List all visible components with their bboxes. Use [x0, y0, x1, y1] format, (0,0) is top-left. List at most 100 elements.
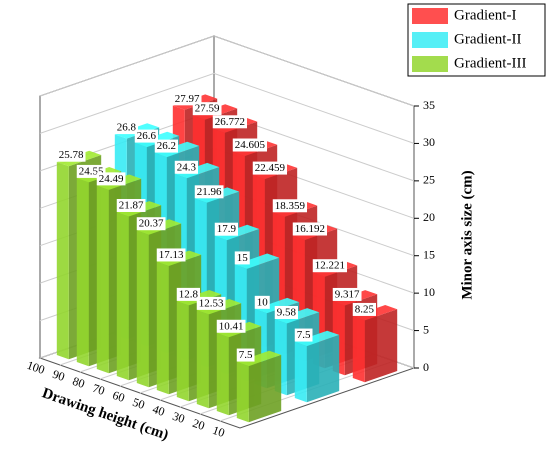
- bar-front: [56, 162, 69, 360]
- value-label-bg: [312, 259, 348, 273]
- y-tick-label: 35: [423, 98, 435, 112]
- value-label: 26.772: [215, 116, 245, 128]
- legend-label: Gradient-III: [454, 55, 526, 71]
- legend-swatch: [412, 56, 448, 72]
- value-label-bg: [56, 148, 86, 162]
- x-tick-label: 30: [171, 409, 187, 426]
- value-label: 9.58: [277, 307, 297, 319]
- value-label: 26.2: [157, 140, 176, 152]
- bar-front: [216, 333, 229, 416]
- x-tick-label: 70: [91, 381, 107, 398]
- value-label: 27.59: [195, 103, 220, 115]
- x-tick-label: 20: [191, 416, 207, 433]
- value-label-bg: [176, 287, 201, 301]
- value-label-bg: [154, 139, 179, 153]
- bar-top: [294, 330, 340, 347]
- value-label: 20.37: [139, 218, 164, 230]
- value-label-bg: [236, 348, 255, 362]
- value-label: 12.221: [315, 260, 345, 272]
- x-tick-label: 10: [211, 423, 227, 440]
- y-tick-label: 5: [423, 322, 429, 336]
- value-label-bg: [196, 296, 226, 310]
- value-label: 25.78: [59, 149, 84, 161]
- value-label-bg: [274, 305, 299, 319]
- x-tick-label: 90: [51, 367, 67, 384]
- bar-side: [364, 309, 398, 383]
- legend-swatch: [412, 32, 448, 48]
- legend-swatch: [412, 8, 448, 24]
- value-label: 7.5: [239, 349, 253, 361]
- legend: Gradient-I Gradient-II Gradient-III: [407, 3, 546, 77]
- bar-front: [96, 185, 109, 374]
- value-label-bg: [114, 121, 139, 135]
- value-label: 7.5: [297, 329, 311, 341]
- bar: [236, 350, 282, 423]
- value-label: 27.97: [175, 93, 200, 105]
- grid-line: [39, 35, 415, 107]
- bar: [294, 330, 340, 403]
- value-label-bg: [252, 161, 288, 175]
- bar-front: [176, 301, 189, 402]
- x-tick-label: 40: [151, 402, 167, 419]
- value-label: 24.3: [177, 161, 197, 173]
- legend-label: Gradient-I: [454, 7, 516, 23]
- x-tick-label: 50: [131, 395, 147, 412]
- value-label: 26.6: [137, 130, 157, 142]
- y-tick-label: 10: [423, 285, 435, 299]
- value-label: 17.13: [159, 249, 184, 261]
- bar-front: [156, 261, 169, 395]
- value-label: 21.96: [197, 186, 222, 198]
- y-tick-label: 15: [423, 247, 435, 261]
- value-label: 21.87: [119, 200, 144, 212]
- value-label-bg: [216, 319, 246, 333]
- value-label-bg: [214, 222, 239, 236]
- bar-side: [248, 354, 282, 423]
- value-label-bg: [254, 295, 270, 309]
- bar-front: [76, 178, 89, 367]
- value-label-bg: [174, 160, 199, 174]
- value-label-bg: [96, 172, 126, 186]
- grid-line: [39, 72, 415, 144]
- value-label-bg: [234, 251, 250, 265]
- x-tick-label: 80: [71, 374, 87, 391]
- bar-front: [352, 316, 365, 383]
- value-label-bg: [272, 199, 308, 213]
- bar-front: [116, 212, 129, 381]
- x-tick-label: 100: [25, 358, 47, 377]
- bar-front: [196, 310, 209, 409]
- value-label-bg: [194, 185, 224, 199]
- bar: [352, 305, 398, 383]
- bar-side: [306, 334, 340, 403]
- y-tick-label: 25: [423, 173, 435, 187]
- value-label: 15: [237, 252, 249, 264]
- value-label: 9.317: [335, 288, 360, 300]
- value-label-bg: [292, 222, 328, 236]
- value-label: 24.605: [235, 139, 266, 151]
- value-label-bg: [232, 138, 268, 152]
- value-label: 12.8: [179, 288, 199, 300]
- value-label: 17.9: [217, 223, 237, 235]
- legend-label: Gradient-II: [454, 31, 521, 47]
- value-label-bg: [136, 217, 166, 231]
- value-label-bg: [116, 198, 146, 212]
- value-label-bg: [332, 287, 362, 301]
- value-label: 22.459: [255, 162, 286, 174]
- value-label-bg: [172, 92, 202, 106]
- value-label-bg: [192, 102, 222, 116]
- value-label-bg: [212, 115, 248, 129]
- value-label: 12.53: [199, 297, 224, 309]
- value-label: 18.359: [275, 200, 306, 212]
- bar-front: [294, 341, 307, 403]
- value-label-bg: [134, 129, 159, 143]
- value-label: 16.192: [295, 223, 325, 235]
- value-label-bg: [352, 302, 377, 316]
- value-label: 26.8: [117, 122, 137, 134]
- bar-top: [236, 350, 282, 367]
- value-label-bg: [294, 328, 313, 342]
- bar-front: [236, 361, 249, 423]
- bar-front: [136, 230, 149, 388]
- y-tick-label: 0: [423, 360, 429, 374]
- value-label: 24.49: [99, 173, 124, 185]
